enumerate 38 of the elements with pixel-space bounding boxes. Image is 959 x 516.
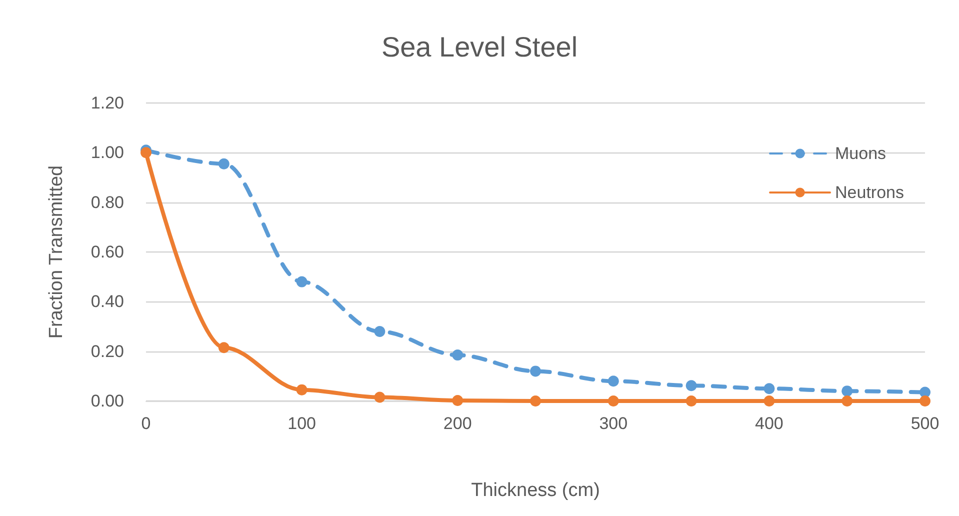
point (296, 276, 308, 288)
point (686, 396, 697, 406)
point (530, 366, 541, 377)
y-axis-title: Fraction Transmitted (46, 165, 67, 339)
legend-label: Neutrons (835, 183, 904, 202)
point (608, 376, 619, 387)
point (374, 392, 386, 403)
point (452, 350, 464, 361)
y-tick-label: 1.00 (90, 143, 124, 162)
point (842, 396, 853, 406)
point (374, 326, 386, 337)
point (218, 342, 230, 354)
y-tick-label: 0.80 (90, 192, 124, 212)
point (296, 384, 308, 396)
point (530, 396, 541, 406)
point (608, 396, 619, 406)
y-tick-label: 0.60 (90, 242, 124, 262)
point (218, 158, 230, 170)
x-tick-label: 300 (599, 414, 628, 433)
chart-title: Sea Level Steel (381, 32, 578, 62)
y-tick-label: 1.20 (90, 94, 124, 112)
y-tick-label: 0.40 (90, 292, 124, 312)
x-tick-label: 400 (755, 414, 784, 433)
x-axis-title: Thickness (cm) (471, 480, 600, 501)
point (686, 380, 697, 392)
x-tick-label: 200 (443, 414, 472, 433)
x-tick-label: 100 (288, 414, 316, 433)
point (764, 396, 775, 406)
x-tick-label: 0 (141, 414, 151, 433)
point (920, 396, 930, 406)
point (842, 386, 853, 397)
point (140, 147, 152, 158)
legend-label: Muons (835, 144, 886, 163)
x-tick-label: 500 (910, 414, 940, 433)
point (764, 383, 775, 394)
point (452, 395, 464, 406)
y-tick-label: 0.20 (90, 342, 124, 361)
y-tick-label: 0.00 (90, 392, 124, 410)
